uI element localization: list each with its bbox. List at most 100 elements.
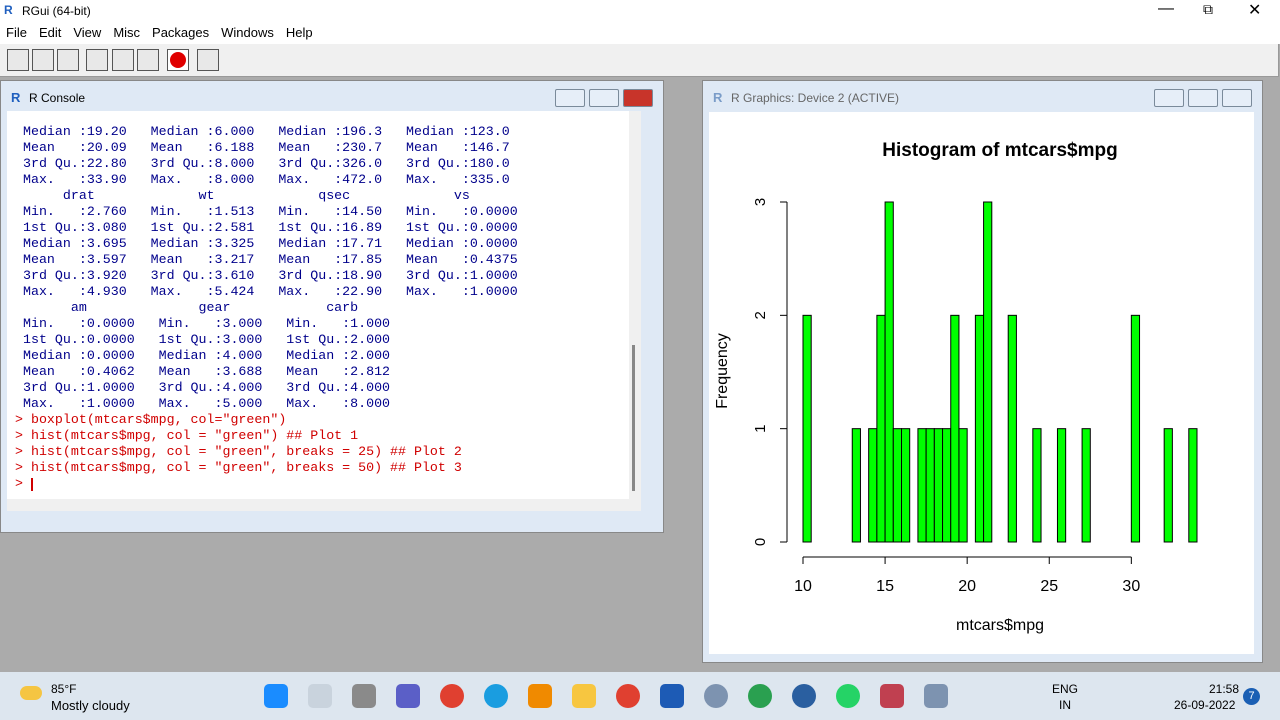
console-output: 3rd Qu.:22.80 3rd Qu.:8.000 3rd Qu.:326.… (15, 156, 526, 171)
r-app[interactable] (704, 684, 728, 708)
close[interactable]: ✕ (1248, 2, 1262, 19)
temperature: 85°F (51, 682, 77, 696)
app[interactable] (792, 684, 816, 708)
close[interactable] (623, 89, 653, 107)
bar (884, 201, 894, 543)
rgui[interactable] (924, 684, 948, 708)
menu-item[interactable]: Misc (113, 25, 141, 40)
scrollbar[interactable] (629, 111, 641, 511)
menu-item[interactable]: Edit (38, 25, 62, 40)
console-command: > hist(mtcars$mpg, col = "green", breaks… (15, 444, 462, 459)
console-text[interactable]: Median :19.20 Median :6.000 Median :196.… (7, 111, 641, 511)
whatsapp[interactable] (836, 684, 860, 708)
menu-item[interactable]: File (6, 25, 27, 40)
bar (917, 428, 927, 543)
h-scrollbar[interactable] (7, 499, 641, 511)
console-output: Max. :33.90 Max. :8.000 Max. :472.0 Max.… (15, 172, 526, 187)
open-button[interactable] (7, 49, 29, 71)
minimize[interactable] (555, 89, 585, 107)
chrome[interactable] (440, 684, 464, 708)
console-command: > hist(mtcars$mpg, col = "green", breaks… (15, 460, 462, 475)
explorer[interactable] (572, 684, 596, 708)
x-tick-label: 25 (1040, 578, 1058, 595)
bar (958, 428, 968, 543)
start[interactable] (264, 684, 288, 708)
language[interactable]: ENG (1052, 682, 1079, 696)
print-button[interactable] (197, 49, 219, 71)
paste-button[interactable] (112, 49, 134, 71)
bar (901, 428, 911, 543)
maximize[interactable] (1188, 89, 1218, 107)
x-tick-label: 10 (794, 578, 812, 595)
console-output: Median :19.20 Median :6.000 Median :196.… (15, 124, 526, 139)
bar (983, 201, 993, 543)
weather[interactable]: Mostly cloudy (51, 698, 130, 713)
bar (1163, 428, 1173, 543)
maximize[interactable]: ⧉ (1203, 1, 1213, 17)
console-output: 1st Qu.:3.080 1st Qu.:2.581 1st Qu.:16.8… (15, 220, 534, 235)
taskbar: 85°F Mostly cloudy ENG IN 21:58 26-09-20… (0, 672, 1280, 720)
stop-button[interactable] (167, 49, 189, 71)
console-output: Median :0.0000 Median :4.000 Median :2.0… (15, 348, 406, 363)
bar (1032, 428, 1042, 543)
x-tick-label: 30 (1122, 578, 1140, 595)
bar (925, 428, 935, 543)
copy-button[interactable] (86, 49, 108, 71)
menu-item[interactable]: View (73, 25, 102, 40)
cursor (31, 478, 33, 491)
maximize[interactable] (589, 89, 619, 107)
menu-item[interactable]: Packages (152, 25, 210, 40)
graphics-title: R Graphics: Device 2 (ACTIVE) (731, 91, 900, 105)
bar (933, 428, 944, 543)
console-output: Mean :20.09 Mean :6.188 Mean :230.7 Mean… (15, 140, 526, 155)
word[interactable] (660, 684, 684, 708)
console-output: Mean :0.4062 Mean :3.688 Mean :2.812 (15, 364, 406, 379)
time[interactable]: 21:58 (1209, 682, 1240, 696)
y-axis-label: Frequency (714, 333, 731, 409)
bar (868, 428, 878, 543)
console-output: Max. :1.0000 Max. :5.000 Max. :8.000 (15, 396, 406, 411)
bar (851, 428, 861, 543)
console-output: 3rd Qu.:3.920 3rd Qu.:3.610 3rd Qu.:18.9… (15, 268, 534, 283)
r-icon: R (713, 90, 723, 105)
bar (950, 314, 960, 543)
console-title: R Console (29, 91, 86, 105)
menu-item[interactable]: Windows (221, 25, 274, 40)
console-output: Max. :4.930 Max. :5.424 Max. :22.90 Max.… (15, 284, 534, 299)
app-title: RGui (64-bit) (22, 4, 91, 18)
r-icon: R (11, 90, 21, 105)
date[interactable]: 26-09-2022 (1174, 698, 1236, 712)
region[interactable]: IN (1059, 698, 1071, 712)
y-tick-label: 2 (752, 311, 769, 319)
bar (892, 428, 903, 543)
close[interactable] (1222, 89, 1252, 107)
chrome-3[interactable] (748, 684, 772, 708)
console-output: drat wt qsec vs (15, 188, 534, 203)
notification-badge[interactable]: 7 (1243, 688, 1260, 705)
console-command: > hist(mtcars$mpg, col = "green") ## Plo… (15, 428, 359, 443)
minimize[interactable] (1154, 89, 1184, 107)
edge[interactable] (484, 684, 508, 708)
chart-title: Histogram of mtcars$mpg (882, 140, 1117, 161)
task-view[interactable] (352, 684, 376, 708)
vlc[interactable] (528, 684, 552, 708)
refresh-button[interactable] (137, 49, 159, 71)
snip[interactable] (880, 684, 904, 708)
load-button[interactable] (32, 49, 54, 71)
bar (1188, 428, 1198, 543)
console-command: > boxplot(mtcars$mpg, col="green") (15, 412, 287, 427)
save-button[interactable] (57, 49, 79, 71)
chrome-2[interactable] (616, 684, 640, 708)
menu-item[interactable]: Help (285, 25, 313, 40)
bar (1081, 428, 1091, 543)
teams[interactable] (396, 684, 420, 708)
y-tick-label: 3 (752, 198, 769, 206)
y-tick-label: 0 (752, 538, 769, 546)
x-axis-label: mtcars$mpg (956, 617, 1044, 634)
x-tick-label: 20 (958, 578, 976, 595)
title-bar: R RGui (64-bit) — ⧉ ✕ (0, 0, 1280, 22)
minimize[interactable]: — (1158, 0, 1174, 17)
search[interactable] (308, 684, 332, 708)
bar (876, 314, 886, 543)
